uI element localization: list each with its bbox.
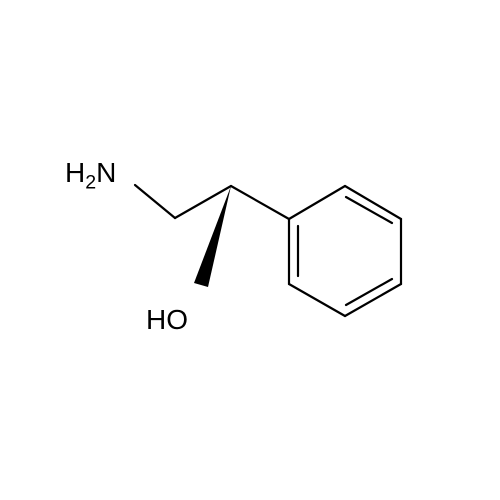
hydroxyl-label: HO xyxy=(146,304,188,336)
amine-label: H2N xyxy=(65,157,116,195)
molecule-diagram xyxy=(0,0,500,500)
amine-sub: 2 xyxy=(85,172,96,194)
amine-h: H xyxy=(65,157,85,188)
hydroxyl-text: HO xyxy=(146,304,188,335)
amine-n: N xyxy=(96,157,116,188)
